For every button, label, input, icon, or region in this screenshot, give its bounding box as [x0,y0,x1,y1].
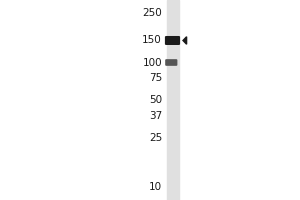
FancyBboxPatch shape [166,37,179,44]
Text: 150: 150 [142,35,162,45]
Text: 75: 75 [149,73,162,83]
FancyBboxPatch shape [166,60,177,65]
Text: 10: 10 [149,182,162,192]
Text: 100: 100 [142,58,162,68]
Polygon shape [183,37,187,44]
Text: 250: 250 [142,8,162,18]
Bar [167,0,178,200]
Text: 25: 25 [149,133,162,143]
Text: 50: 50 [149,95,162,105]
Text: 37: 37 [149,111,162,121]
